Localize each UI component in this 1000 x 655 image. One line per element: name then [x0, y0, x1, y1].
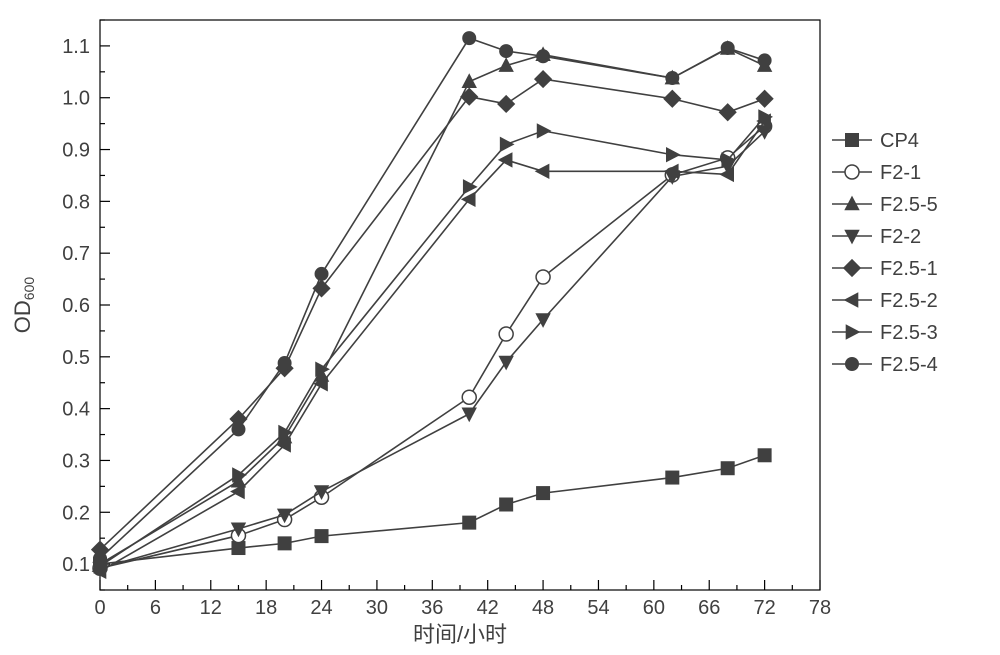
- growth-curve-chart: 0 6 12 18 24 30 36 42 48 54 60 66 72 78 时间/小时 0.1 0.2 0.3…: [0, 0, 1000, 655]
- y-tick-label: 0.5: [62, 347, 90, 369]
- y-tick-label: 0.7: [62, 243, 90, 265]
- y-tick-label: 0.3: [62, 450, 90, 472]
- y-tick-label: 1.1: [62, 36, 90, 58]
- x-axis-label: 时间/小时: [413, 622, 507, 647]
- y-tick-label: 1.0: [62, 88, 90, 110]
- legend-label: F2.5-1: [880, 258, 938, 280]
- legend-label: F2-2: [880, 226, 921, 248]
- x-tick-label: 60: [643, 597, 665, 619]
- y-tick-label: 0.9: [62, 140, 90, 162]
- x-tick-label: 48: [532, 597, 554, 619]
- x-tick-label: 36: [421, 597, 443, 619]
- legend-label: F2-1: [880, 162, 921, 184]
- y-tick-label: 0.8: [62, 191, 90, 213]
- x-tick-label: 54: [587, 597, 609, 619]
- x-tick-label: 78: [809, 597, 831, 619]
- x-tick-label: 6: [150, 597, 161, 619]
- y-tick-label: 0.1: [62, 554, 90, 576]
- y-tick-label: 0.2: [62, 502, 90, 524]
- y-tick-label: 0.4: [62, 399, 90, 421]
- x-tick-label: 72: [753, 597, 775, 619]
- x-tick-label: 30: [366, 597, 388, 619]
- x-tick-label: 12: [200, 597, 222, 619]
- y-tick-label: 0.6: [62, 295, 90, 317]
- legend-label: CP4: [880, 130, 919, 152]
- x-tick-label: 42: [477, 597, 499, 619]
- legend-label: F2.5-3: [880, 322, 938, 344]
- x-tick-label: 24: [310, 597, 332, 619]
- legend-label: F2.5-2: [880, 290, 938, 312]
- legend-label: F2.5-5: [880, 194, 938, 216]
- x-tick-label: 66: [698, 597, 720, 619]
- x-tick-label: 18: [255, 597, 277, 619]
- legend-label: F2.5-4: [880, 354, 938, 376]
- x-tick-label: 0: [94, 597, 105, 619]
